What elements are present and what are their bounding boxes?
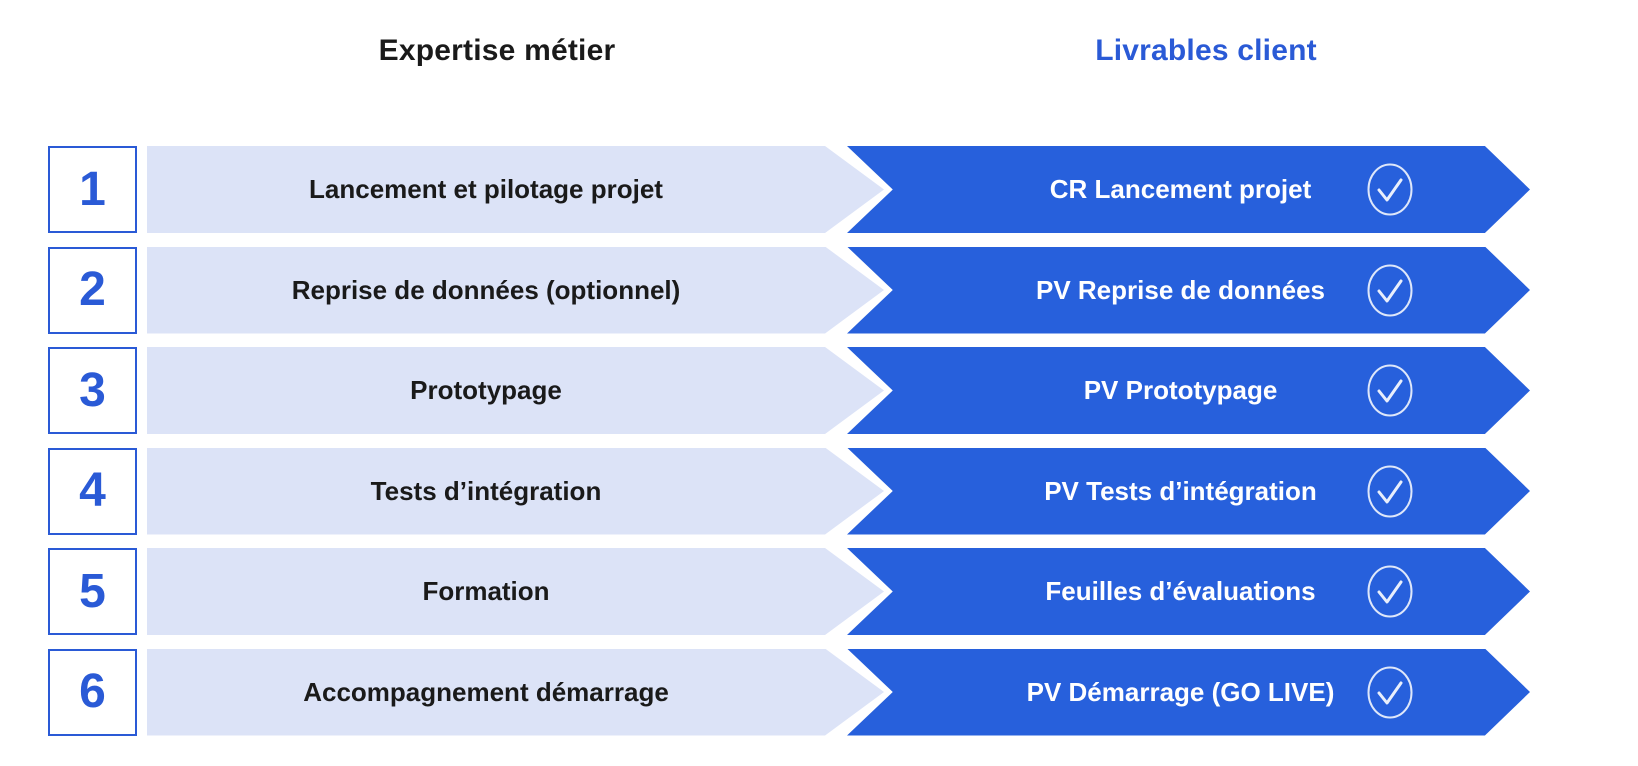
expertise-label: Tests d’intégration [370, 475, 602, 506]
expertise-label: Formation [422, 576, 550, 606]
deliverable-arrow: PV Reprise de données [847, 246, 1530, 334]
step-number-box: 1 [48, 146, 137, 233]
process-row-1: 1 Lancement et pilotage projet CR Lancem… [0, 146, 1638, 233]
step-number-box: 5 [48, 548, 137, 635]
process-row-5: 5 Formation Feuilles d’évaluations [0, 548, 1638, 635]
expertise-bar: Tests d’intégration [147, 447, 884, 535]
deliverable-arrow: CR Lancement projet [847, 146, 1530, 233]
process-row-4: 4 Tests d’intégration PV Tests d’intégra… [0, 447, 1638, 535]
process-rows: 1 Lancement et pilotage projet CR Lancem… [0, 146, 1638, 736]
check-circle-icon [1367, 163, 1413, 216]
process-row-3: 3 Prototypage PV Prototypage [0, 347, 1638, 434]
column-header-expertise: Expertise métier [378, 34, 616, 67]
expertise-label: Prototypage [410, 375, 562, 405]
deliverable-arrow: PV Démarrage (GO LIVE) [847, 648, 1530, 736]
step-number-box: 2 [48, 246, 137, 334]
expertise-label: Accompagnement démarrage [303, 676, 669, 707]
expertise-label: Reprise de données (optionnel) [291, 274, 681, 305]
deliverable-arrow: Feuilles d’évaluations [847, 548, 1530, 635]
deliverable-arrow: PV Tests d’intégration [847, 447, 1530, 535]
check-circle-icon [1367, 264, 1413, 316]
step-number: 4 [79, 464, 106, 517]
check-circle-icon [1367, 565, 1413, 618]
expertise-bar: Formation [147, 548, 884, 635]
deliverable-label: PV Démarrage (GO LIVE) [1026, 676, 1335, 707]
step-number-box: 6 [48, 648, 137, 736]
step-number: 1 [79, 162, 106, 216]
deliverable-label: PV Prototypage [1083, 375, 1278, 405]
step-number-box: 4 [48, 447, 137, 535]
step-number: 3 [79, 363, 106, 417]
step-number-box: 3 [48, 347, 137, 434]
expertise-bar: Accompagnement démarrage [147, 648, 884, 736]
check-circle-icon [1367, 465, 1413, 517]
deliverable-label: PV Reprise de données [1036, 274, 1325, 305]
process-row-2: 2 Reprise de données (optionnel) PV Repr… [0, 246, 1638, 334]
step-number: 6 [79, 665, 106, 718]
expertise-bar: Lancement et pilotage projet [147, 146, 884, 233]
step-number: 2 [79, 263, 106, 316]
check-circle-icon [1367, 364, 1413, 417]
deliverable-label: Feuilles d’évaluations [1045, 576, 1316, 606]
deliverable-label: PV Tests d’intégration [1044, 475, 1317, 506]
expertise-bar: Reprise de données (optionnel) [147, 246, 884, 334]
check-circle-icon [1367, 666, 1413, 718]
expertise-bar: Prototypage [147, 347, 884, 434]
step-number: 5 [79, 564, 106, 618]
expertise-label: Lancement et pilotage projet [309, 174, 663, 204]
process-row-6: 6 Accompagnement démarrage PV Démarrage … [0, 648, 1638, 736]
column-header-deliverables: Livrables client [1095, 34, 1317, 67]
deliverable-label: CR Lancement projet [1049, 174, 1312, 204]
deliverable-arrow: PV Prototypage [847, 347, 1530, 434]
